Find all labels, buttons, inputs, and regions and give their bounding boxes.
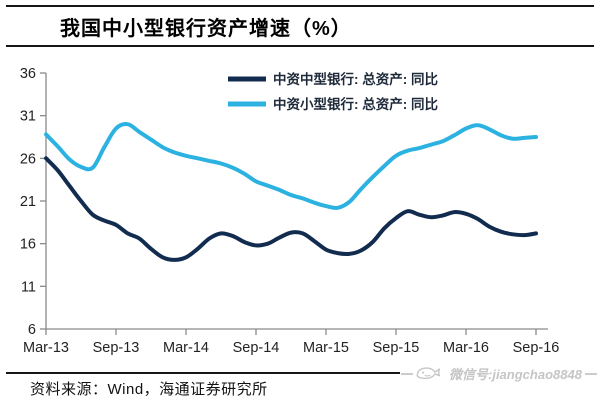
x-tick-label: Mar-14 xyxy=(163,340,209,356)
title-divider xyxy=(6,45,594,47)
y-tick-label: 16 xyxy=(20,237,36,253)
x-tick-label: Sep-13 xyxy=(93,340,140,356)
page-title: 我国中小型银行资产增速（%） xyxy=(60,18,352,40)
series-group xyxy=(44,122,538,262)
x-tick-label: Sep-16 xyxy=(513,340,560,356)
y-tick-label: 26 xyxy=(20,151,36,167)
x-tick-label: Sep-15 xyxy=(373,340,420,356)
source-note: 资料来源：Wind，海通证券研究所 xyxy=(30,381,268,398)
axes-group: 36 31 26 21 16 11 6 Mar-13 Sep-13 Mar-14 Sep-14 Mar… xyxy=(20,66,560,356)
legend-label-small-banks: 中资小型银行: 总资产: 同比 xyxy=(273,96,438,112)
footer-divider xyxy=(6,372,400,374)
watermark: 微信号:jiangchao8848 xyxy=(401,364,597,383)
watermark-dash-right xyxy=(584,372,597,375)
x-tick-label: Mar-16 xyxy=(443,340,489,356)
x-tick-label: Mar-13 xyxy=(23,340,69,356)
x-tick-label: Sep-14 xyxy=(233,340,280,356)
legend-label-medium-banks: 中资中型银行: 总资产: 同比 xyxy=(273,71,438,87)
y-tick-label: 6 xyxy=(28,322,36,338)
y-tick-label: 36 xyxy=(20,66,36,82)
watermark-text: 微信号:jiangchao8848 xyxy=(449,367,582,382)
series-line-1 xyxy=(44,122,538,210)
legend: 中资中型银行: 总资产: 同比 中资小型银行: 总资产: 同比 xyxy=(228,71,438,112)
y-tick-label: 11 xyxy=(21,279,36,295)
y-tick-label: 31 xyxy=(20,109,36,125)
whale-icon xyxy=(416,367,441,380)
series-line-0 xyxy=(44,156,538,262)
x-tick-label: Mar-15 xyxy=(303,340,349,356)
watermark-dash-left xyxy=(401,372,413,375)
y-tick-label: 21 xyxy=(20,194,36,210)
top-divider xyxy=(6,5,594,7)
